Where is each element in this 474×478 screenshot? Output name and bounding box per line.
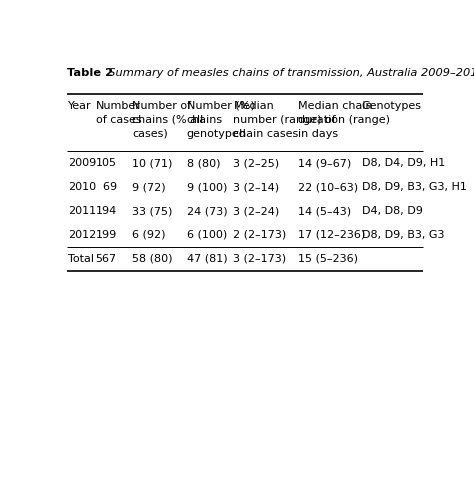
Text: D4, D8, D9: D4, D8, D9 bbox=[362, 206, 422, 216]
Text: Number: Number bbox=[96, 101, 140, 111]
Text: 24 (73): 24 (73) bbox=[187, 206, 228, 216]
Text: 9 (72): 9 (72) bbox=[132, 182, 166, 192]
Text: Median chain: Median chain bbox=[298, 101, 372, 111]
Text: number (range) of: number (range) of bbox=[234, 115, 336, 125]
Text: Summary of measles chains of transmission, Australia 2009–2012.: Summary of measles chains of transmissio… bbox=[101, 68, 474, 78]
Text: Number (%): Number (%) bbox=[187, 101, 255, 111]
Text: Year: Year bbox=[68, 101, 91, 111]
Text: 105: 105 bbox=[96, 158, 117, 168]
Text: chains (% all: chains (% all bbox=[132, 115, 203, 125]
Text: Number of: Number of bbox=[132, 101, 191, 111]
Text: 3 (2–25): 3 (2–25) bbox=[234, 158, 280, 168]
Text: 2011: 2011 bbox=[68, 206, 96, 216]
Text: 9 (100): 9 (100) bbox=[187, 182, 227, 192]
Text: 2 (2–173): 2 (2–173) bbox=[234, 230, 287, 240]
Text: 15 (5–236): 15 (5–236) bbox=[298, 254, 357, 264]
Text: 567: 567 bbox=[96, 254, 117, 264]
Text: 194: 194 bbox=[96, 206, 117, 216]
Text: D8, D4, D9, H1: D8, D4, D9, H1 bbox=[362, 158, 445, 168]
Text: cases): cases) bbox=[132, 129, 168, 139]
Text: D8, D9, B3, G3, H1: D8, D9, B3, G3, H1 bbox=[362, 182, 466, 192]
Text: 10 (71): 10 (71) bbox=[132, 158, 173, 168]
Text: 3 (2–173): 3 (2–173) bbox=[234, 254, 287, 264]
Text: 69: 69 bbox=[96, 182, 117, 192]
Text: 22 (10–63): 22 (10–63) bbox=[298, 182, 358, 192]
Text: 33 (75): 33 (75) bbox=[132, 206, 173, 216]
Text: 17 (12–236): 17 (12–236) bbox=[298, 230, 365, 240]
Text: 14 (5–43): 14 (5–43) bbox=[298, 206, 351, 216]
Text: 58 (80): 58 (80) bbox=[132, 254, 173, 264]
Text: 199: 199 bbox=[96, 230, 117, 240]
Text: of cases: of cases bbox=[96, 115, 141, 125]
Text: Total: Total bbox=[68, 254, 94, 264]
Text: genotyped: genotyped bbox=[187, 129, 247, 139]
Text: chains: chains bbox=[187, 115, 223, 125]
Text: Median: Median bbox=[234, 101, 274, 111]
Text: 6 (92): 6 (92) bbox=[132, 230, 165, 240]
Text: 47 (81): 47 (81) bbox=[187, 254, 228, 264]
Text: in days: in days bbox=[298, 129, 337, 139]
Text: 3 (2–24): 3 (2–24) bbox=[234, 206, 280, 216]
Text: 2010: 2010 bbox=[68, 182, 96, 192]
Text: 6 (100): 6 (100) bbox=[187, 230, 227, 240]
Text: 2012: 2012 bbox=[68, 230, 96, 240]
Text: chain cases: chain cases bbox=[234, 129, 299, 139]
Text: D8, D9, B3, G3: D8, D9, B3, G3 bbox=[362, 230, 444, 240]
Text: Genotypes: Genotypes bbox=[362, 101, 421, 111]
Text: 2009: 2009 bbox=[68, 158, 96, 168]
Text: 8 (80): 8 (80) bbox=[187, 158, 220, 168]
Text: 3 (2–14): 3 (2–14) bbox=[234, 182, 280, 192]
Text: 14 (9–67): 14 (9–67) bbox=[298, 158, 351, 168]
Text: Table 2: Table 2 bbox=[66, 68, 113, 78]
Text: duration (range): duration (range) bbox=[298, 115, 390, 125]
